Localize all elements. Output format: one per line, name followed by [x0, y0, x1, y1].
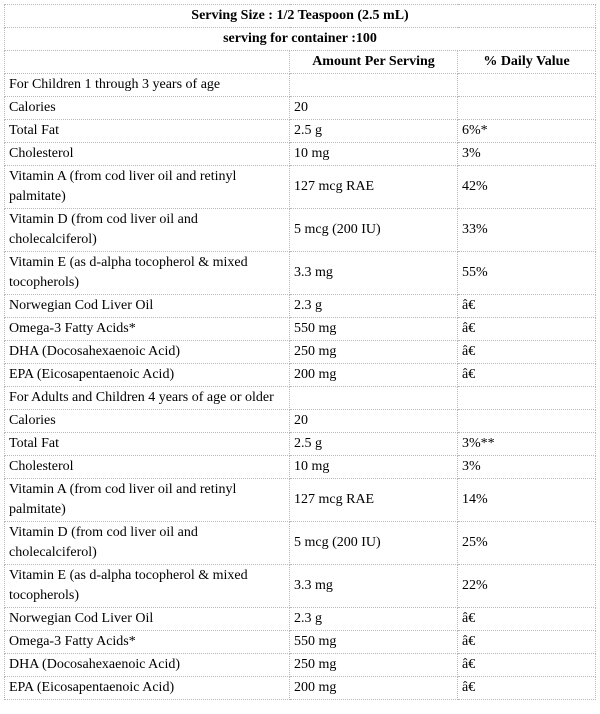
- nutrient-amount: 550 mg: [289, 630, 458, 654]
- nutrient-name: Total Fat: [4, 119, 290, 143]
- adults-section-title: For Adults and Children 4 years of age o…: [4, 386, 290, 410]
- nutrient-row: Vitamin D (from cod liver oil and cholec…: [4, 521, 596, 565]
- nutrient-row: Norwegian Cod Liver Oil 2.3 g â€: [4, 607, 596, 631]
- nutrient-amount: 3.3 mg: [289, 564, 458, 608]
- nutrient-daily-value: â€: [457, 340, 596, 364]
- nutrient-name: Vitamin D (from cod liver oil and cholec…: [4, 208, 290, 252]
- nutrient-amount: 5 mcg (200 IU): [289, 208, 458, 252]
- nutrient-daily-value: â€: [457, 653, 596, 677]
- nutrient-daily-value: 55%: [457, 251, 596, 295]
- nutrient-row: DHA (Docosahexaenoic Acid) 250 mg â€: [4, 653, 596, 677]
- nutrient-amount: 20: [289, 96, 458, 120]
- column-header-nutrient: [4, 50, 290, 74]
- nutrient-daily-value: 14%: [457, 478, 596, 522]
- supplement-facts-table: Serving Size : 1/2 Teaspoon (2.5 mL) ser…: [4, 4, 596, 700]
- nutrient-daily-value: 42%: [457, 165, 596, 209]
- nutrient-daily-value: â€: [457, 294, 596, 318]
- nutrient-row: Cholesterol 10 mg 3%: [4, 455, 596, 479]
- nutrient-name: Cholesterol: [4, 142, 290, 166]
- nutrient-row: DHA (Docosahexaenoic Acid) 250 mg â€: [4, 340, 596, 364]
- nutrient-name: Vitamin A (from cod liver oil and retiny…: [4, 478, 290, 522]
- serving-size-row: Serving Size : 1/2 Teaspoon (2.5 mL): [4, 4, 596, 28]
- nutrient-daily-value: 3%: [457, 142, 596, 166]
- nutrient-row: Vitamin E (as d-alpha tocopherol & mixed…: [4, 251, 596, 295]
- nutrient-name: DHA (Docosahexaenoic Acid): [4, 340, 290, 364]
- nutrient-name: Omega-3 Fatty Acids*: [4, 317, 290, 341]
- nutrient-daily-value: â€: [457, 607, 596, 631]
- nutrient-amount: 10 mg: [289, 455, 458, 479]
- nutrient-amount: 200 mg: [289, 676, 458, 700]
- servings-per-container: serving for container :100: [4, 27, 596, 51]
- serving-size: Serving Size : 1/2 Teaspoon (2.5 mL): [4, 4, 596, 28]
- nutrient-amount: 127 mcg RAE: [289, 165, 458, 209]
- empty-cell: [457, 73, 596, 97]
- nutrient-amount: 250 mg: [289, 340, 458, 364]
- nutrient-name: EPA (Eicosapentaenoic Acid): [4, 676, 290, 700]
- empty-cell: [289, 73, 458, 97]
- nutrient-amount: 2.5 g: [289, 432, 458, 456]
- nutrient-daily-value: [457, 96, 596, 120]
- adults-section-title-row: For Adults and Children 4 years of age o…: [4, 386, 596, 410]
- nutrient-amount: 2.3 g: [289, 607, 458, 631]
- nutrient-amount: 5 mcg (200 IU): [289, 521, 458, 565]
- servings-per-container-row: serving for container :100: [4, 27, 596, 51]
- nutrient-daily-value: 3%**: [457, 432, 596, 456]
- nutrient-row: Total Fat 2.5 g 3%**: [4, 432, 596, 456]
- nutrient-row: Omega-3 Fatty Acids* 550 mg â€: [4, 630, 596, 654]
- children-section-title: For Children 1 through 3 years of age: [4, 73, 290, 97]
- nutrient-row: Cholesterol 10 mg 3%: [4, 142, 596, 166]
- nutrient-row: Vitamin A (from cod liver oil and retiny…: [4, 478, 596, 522]
- nutrient-row: Vitamin A (from cod liver oil and retiny…: [4, 165, 596, 209]
- nutrient-amount: 2.3 g: [289, 294, 458, 318]
- nutrient-row: EPA (Eicosapentaenoic Acid) 200 mg â€: [4, 676, 596, 700]
- nutrient-row: Omega-3 Fatty Acids* 550 mg â€: [4, 317, 596, 341]
- nutrient-daily-value: 25%: [457, 521, 596, 565]
- nutrient-row: Vitamin E (as d-alpha tocopherol & mixed…: [4, 564, 596, 608]
- nutrient-name: Norwegian Cod Liver Oil: [4, 607, 290, 631]
- nutrient-name: Vitamin E (as d-alpha tocopherol & mixed…: [4, 251, 290, 295]
- nutrient-name: Norwegian Cod Liver Oil: [4, 294, 290, 318]
- nutrient-name: Total Fat: [4, 432, 290, 456]
- nutrient-name: Vitamin E (as d-alpha tocopherol & mixed…: [4, 564, 290, 608]
- nutrient-amount: 20: [289, 409, 458, 433]
- nutrient-name: Calories: [4, 96, 290, 120]
- nutrient-daily-value: 6%*: [457, 119, 596, 143]
- nutrient-row: Norwegian Cod Liver Oil 2.3 g â€: [4, 294, 596, 318]
- nutrient-amount: 200 mg: [289, 363, 458, 387]
- nutrient-amount: 10 mg: [289, 142, 458, 166]
- nutrient-row: Total Fat 2.5 g 6%*: [4, 119, 596, 143]
- nutrient-name: Vitamin D (from cod liver oil and cholec…: [4, 521, 290, 565]
- nutrient-amount: 2.5 g: [289, 119, 458, 143]
- nutrient-amount: 3.3 mg: [289, 251, 458, 295]
- column-header-daily-value: % Daily Value: [457, 50, 596, 74]
- nutrient-name: Vitamin A (from cod liver oil and retiny…: [4, 165, 290, 209]
- nutrient-daily-value: [457, 409, 596, 433]
- nutrient-name: Omega-3 Fatty Acids*: [4, 630, 290, 654]
- nutrient-row: Vitamin D (from cod liver oil and cholec…: [4, 208, 596, 252]
- nutrient-amount: 550 mg: [289, 317, 458, 341]
- empty-cell: [457, 386, 596, 410]
- nutrient-name: DHA (Docosahexaenoic Acid): [4, 653, 290, 677]
- nutrient-row: Calories 20: [4, 409, 596, 433]
- nutrient-row: EPA (Eicosapentaenoic Acid) 200 mg â€: [4, 363, 596, 387]
- nutrient-amount: 250 mg: [289, 653, 458, 677]
- nutrient-daily-value: 3%: [457, 455, 596, 479]
- nutrient-daily-value: 33%: [457, 208, 596, 252]
- nutrient-name: Calories: [4, 409, 290, 433]
- nutrient-daily-value: â€: [457, 676, 596, 700]
- column-header-amount: Amount Per Serving: [289, 50, 458, 74]
- nutrient-daily-value: â€: [457, 363, 596, 387]
- empty-cell: [289, 386, 458, 410]
- nutrient-amount: 127 mcg RAE: [289, 478, 458, 522]
- nutrient-name: EPA (Eicosapentaenoic Acid): [4, 363, 290, 387]
- nutrient-daily-value: 22%: [457, 564, 596, 608]
- children-section-title-row: For Children 1 through 3 years of age: [4, 73, 596, 97]
- nutrient-daily-value: â€: [457, 317, 596, 341]
- nutrient-row: Calories 20: [4, 96, 596, 120]
- nutrient-name: Cholesterol: [4, 455, 290, 479]
- column-header-row: Amount Per Serving % Daily Value: [4, 50, 596, 74]
- nutrient-daily-value: â€: [457, 630, 596, 654]
